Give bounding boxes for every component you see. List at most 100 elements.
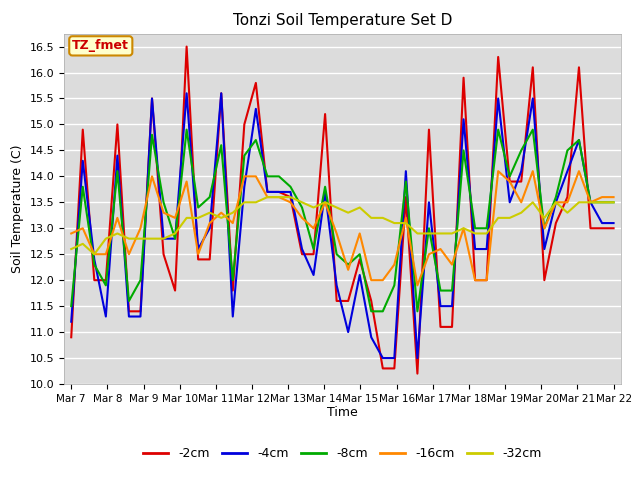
- -4cm: [264, 189, 271, 195]
- -32cm: [344, 210, 352, 216]
- -4cm: [598, 220, 606, 226]
- -2cm: [206, 256, 214, 262]
- -16cm: [448, 262, 456, 267]
- -2cm: [448, 324, 456, 330]
- Line: -4cm: -4cm: [71, 93, 614, 358]
- -8cm: [183, 127, 191, 132]
- -4cm: [172, 236, 179, 241]
- -16cm: [102, 252, 109, 257]
- -8cm: [483, 226, 490, 231]
- -16cm: [379, 277, 387, 283]
- -4cm: [506, 199, 513, 205]
- -32cm: [402, 220, 410, 226]
- -32cm: [195, 215, 202, 221]
- -2cm: [356, 256, 364, 262]
- -2cm: [218, 90, 225, 96]
- -8cm: [172, 236, 179, 241]
- -4cm: [252, 106, 260, 112]
- -16cm: [287, 199, 294, 205]
- -8cm: [102, 283, 109, 288]
- -4cm: [367, 335, 375, 340]
- -2cm: [195, 256, 202, 262]
- -8cm: [252, 137, 260, 143]
- -2cm: [136, 309, 144, 314]
- -16cm: [390, 262, 398, 267]
- -16cm: [90, 252, 98, 257]
- -16cm: [552, 199, 560, 205]
- -4cm: [517, 168, 525, 174]
- -32cm: [506, 215, 513, 221]
- -16cm: [575, 168, 583, 174]
- -4cm: [402, 168, 410, 174]
- -4cm: [321, 189, 329, 195]
- -4cm: [448, 303, 456, 309]
- -4cm: [460, 116, 467, 122]
- -2cm: [541, 277, 548, 283]
- -8cm: [79, 184, 86, 190]
- -16cm: [264, 194, 271, 200]
- -8cm: [436, 288, 444, 293]
- -32cm: [287, 194, 294, 200]
- -4cm: [471, 246, 479, 252]
- -8cm: [113, 168, 121, 174]
- Text: TZ_fmet: TZ_fmet: [72, 39, 129, 52]
- -2cm: [552, 220, 560, 226]
- -32cm: [298, 199, 306, 205]
- -16cm: [241, 173, 248, 179]
- -4cm: [229, 313, 237, 319]
- -16cm: [67, 230, 75, 236]
- -8cm: [552, 194, 560, 200]
- -8cm: [90, 262, 98, 267]
- -2cm: [287, 194, 294, 200]
- -32cm: [310, 204, 317, 210]
- -4cm: [610, 220, 618, 226]
- -32cm: [552, 199, 560, 205]
- -32cm: [356, 204, 364, 210]
- -4cm: [356, 272, 364, 278]
- -8cm: [494, 127, 502, 132]
- -16cm: [183, 179, 191, 184]
- -16cm: [402, 215, 410, 221]
- -32cm: [229, 210, 237, 216]
- -8cm: [287, 184, 294, 190]
- -2cm: [610, 226, 618, 231]
- -32cm: [90, 252, 98, 257]
- -4cm: [160, 236, 168, 241]
- -2cm: [379, 366, 387, 372]
- -8cm: [333, 252, 340, 257]
- -16cm: [587, 199, 595, 205]
- -16cm: [333, 230, 340, 236]
- -2cm: [113, 121, 121, 127]
- -4cm: [436, 303, 444, 309]
- -2cm: [148, 96, 156, 101]
- -2cm: [483, 277, 490, 283]
- -8cm: [206, 194, 214, 200]
- -32cm: [113, 230, 121, 236]
- -2cm: [229, 288, 237, 293]
- Line: -2cm: -2cm: [71, 47, 614, 373]
- -2cm: [529, 64, 536, 70]
- -4cm: [344, 329, 352, 335]
- -4cm: [483, 246, 490, 252]
- -8cm: [402, 179, 410, 184]
- -16cm: [436, 246, 444, 252]
- Line: -16cm: -16cm: [71, 171, 614, 286]
- -8cm: [529, 127, 536, 132]
- -16cm: [298, 215, 306, 221]
- -2cm: [102, 277, 109, 283]
- -4cm: [79, 158, 86, 164]
- -32cm: [390, 220, 398, 226]
- -32cm: [517, 210, 525, 216]
- -8cm: [344, 262, 352, 267]
- -16cm: [506, 179, 513, 184]
- -32cm: [67, 246, 75, 252]
- -8cm: [367, 309, 375, 314]
- -4cm: [218, 90, 225, 96]
- -4cm: [310, 272, 317, 278]
- -2cm: [402, 194, 410, 200]
- -4cm: [587, 199, 595, 205]
- -4cm: [102, 313, 109, 319]
- -2cm: [125, 309, 132, 314]
- -2cm: [367, 298, 375, 304]
- -2cm: [506, 179, 513, 184]
